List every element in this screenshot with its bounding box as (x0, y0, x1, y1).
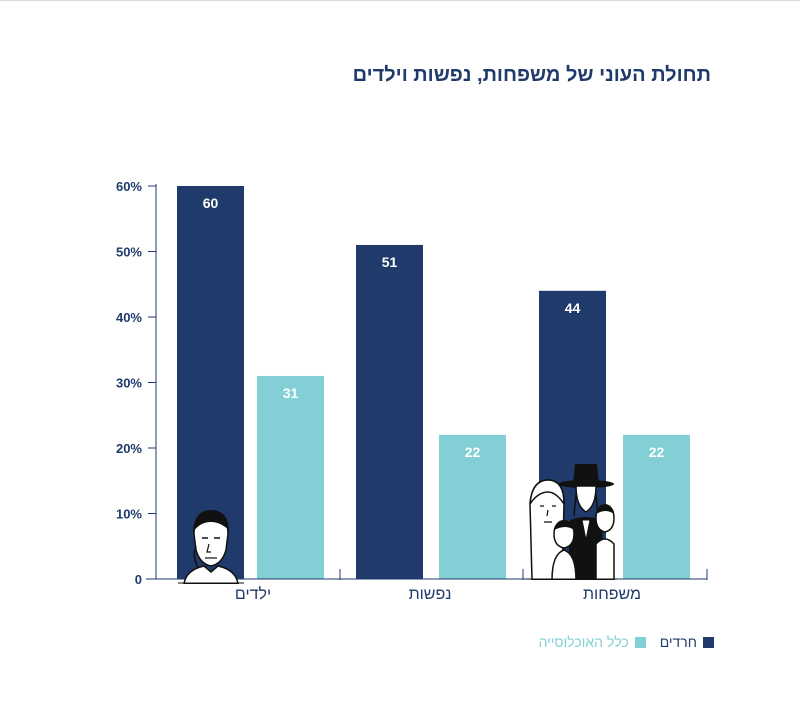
x-category-label: משפחות (583, 586, 641, 603)
y-tick-label: 0 (135, 572, 142, 587)
child-illustration-icon (178, 510, 244, 584)
x-category-label: ילדים (235, 585, 271, 603)
chart-legend: חרדים כלל האוכלוסייה (519, 632, 714, 652)
bar-value-label: 51 (382, 254, 398, 270)
legend-item-haredim: חרדים (660, 635, 714, 649)
bar-value-label: 60 (203, 195, 219, 211)
legend-label-general: כלל האוכלוסייה (538, 634, 629, 650)
y-tick-label: 40% (116, 310, 142, 325)
y-tick-label: 50% (116, 245, 142, 260)
bar-value-label: 22 (465, 444, 481, 460)
x-category-label: נפשות (409, 586, 452, 603)
legend-swatch-haredim (703, 636, 714, 648)
bar-value-label: 31 (283, 385, 299, 401)
chart-title: תחולת העוני של משפחות, נפשות וילדים (352, 64, 711, 86)
haredi-family-illustration-icon (526, 464, 618, 580)
bar-value-label: 44 (565, 300, 581, 316)
top-border (0, 0, 800, 1)
bar-general (439, 434, 506, 579)
bar-haredim (356, 244, 423, 579)
bar-general (623, 434, 690, 579)
y-tick-label: 10% (116, 507, 142, 522)
bar-general (257, 375, 324, 579)
y-tick-label: 60% (116, 179, 142, 194)
legend-swatch-general (634, 636, 646, 648)
legend-item-general: כלל האוכלוסייה (539, 635, 646, 649)
y-tick-label: 30% (116, 376, 142, 391)
bar-value-label: 22 (649, 444, 665, 460)
y-tick-label: 20% (116, 441, 142, 456)
legend-label-haredim: חרדים (659, 634, 697, 650)
